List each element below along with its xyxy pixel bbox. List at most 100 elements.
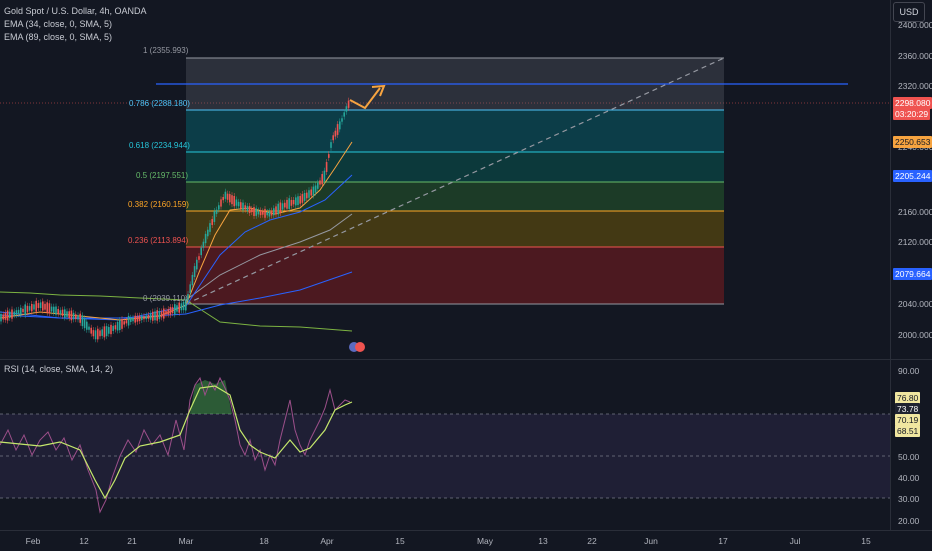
fib-label-0618: 0.618 (2234.944)	[129, 141, 190, 150]
candle-body	[323, 170, 326, 182]
candle-body	[101, 329, 103, 336]
candle-body	[279, 202, 282, 214]
candle-body	[187, 294, 189, 301]
candle-body	[147, 314, 150, 319]
candle-body	[4, 312, 7, 320]
ma-blue-tag: 2079.664	[893, 268, 932, 280]
candle-body	[125, 320, 128, 324]
rsi-tag: 73.78	[895, 403, 921, 415]
candle-body	[224, 191, 227, 199]
candle-body	[275, 206, 277, 215]
candle-body	[215, 209, 218, 214]
fib-zone-0786	[186, 110, 724, 152]
candle-body	[268, 211, 271, 217]
candle-body	[264, 208, 266, 218]
candle-body	[88, 326, 90, 330]
candle-body	[81, 315, 84, 327]
time-axis[interactable]	[0, 530, 932, 551]
candle-body	[59, 310, 62, 314]
candle-body	[94, 330, 97, 340]
candle-body	[97, 328, 99, 340]
time-tick: 15	[395, 536, 405, 546]
last-price-tag: 2298.080	[893, 97, 932, 109]
candle-body	[330, 142, 332, 148]
time-tick: Jul	[789, 536, 801, 546]
pane-divider[interactable]	[0, 359, 932, 360]
fib-label-05: 0.5 (2197.551)	[136, 171, 189, 180]
candle-body	[235, 199, 238, 206]
candle-body	[310, 189, 312, 196]
candle-body	[123, 321, 125, 325]
candle-body	[119, 320, 121, 331]
candle-body	[145, 315, 147, 320]
symbol-legend[interactable]: Gold Spot / U.S. Dollar, 4h, OANDA	[4, 6, 147, 16]
rsi-legend[interactable]: RSI (14, close, SMA, 14, 2)	[4, 364, 114, 374]
candle-body	[112, 325, 114, 331]
candle-body	[92, 330, 95, 337]
price-tick: 2040.000	[898, 299, 932, 309]
candle-body	[343, 112, 345, 117]
currency-button[interactable]: USD	[893, 2, 925, 22]
candle-body	[105, 326, 108, 337]
candle-body	[273, 208, 275, 216]
rsi-line	[0, 376, 351, 514]
time-tick: May	[476, 536, 494, 546]
candle-body	[334, 130, 337, 137]
price-axis[interactable]	[890, 0, 932, 530]
candle-body	[37, 303, 40, 308]
candle-body	[277, 203, 279, 215]
ema-89-legend[interactable]: EMA (89, close, 0, SMA, 5)	[4, 32, 113, 42]
candle-body	[299, 196, 301, 204]
candle-body	[152, 311, 154, 321]
candle-body	[134, 315, 136, 323]
candle-body	[180, 303, 183, 311]
projection-arrow	[349, 87, 381, 110]
candle-body	[176, 305, 178, 312]
rsi-chart[interactable]	[0, 360, 890, 530]
candle-body	[266, 212, 268, 216]
candle-body	[207, 229, 209, 237]
candle-body	[114, 325, 117, 330]
candle-body	[255, 208, 257, 216]
ma-gray	[185, 213, 353, 301]
candle-body	[160, 311, 163, 318]
candle-body	[202, 241, 205, 248]
candle-body	[242, 202, 244, 211]
ema-34-legend[interactable]: EMA (34, close, 0, SMA, 5)	[4, 19, 113, 29]
candle-body	[286, 199, 288, 209]
candle-body	[42, 301, 44, 311]
flag-icon[interactable]	[355, 342, 365, 352]
candle-body	[246, 205, 249, 211]
time-tick: 13	[538, 536, 548, 546]
candle-body	[136, 315, 139, 322]
time-tick: 17	[718, 536, 728, 546]
candle-body	[328, 154, 330, 158]
projection-arrowhead	[371, 84, 386, 97]
candle-body	[218, 205, 220, 210]
candle-body	[233, 196, 235, 207]
time-tick: 22	[587, 536, 597, 546]
time-tick: Mar	[178, 536, 194, 546]
candle-body	[0, 313, 2, 322]
price-tick: 2000.000	[898, 330, 932, 340]
candle-body	[244, 205, 246, 210]
candle-body	[169, 307, 172, 315]
time-tick: 12	[79, 536, 89, 546]
candle-body	[31, 303, 33, 312]
time-tick: 18	[259, 536, 269, 546]
candle-body	[48, 303, 51, 314]
rsi-tick: 50.00	[898, 452, 920, 462]
price-tick: 2160.000	[898, 207, 932, 217]
candle-body	[189, 284, 191, 293]
price-chart[interactable]	[0, 0, 890, 360]
candle-body	[158, 311, 161, 320]
candle-body	[297, 196, 299, 205]
candle-body	[270, 210, 273, 216]
candle-body	[288, 198, 290, 209]
candle-body	[308, 190, 310, 198]
time-tick: Feb	[25, 536, 41, 546]
candle-body	[99, 330, 101, 337]
candle-body	[281, 203, 284, 210]
candle-body	[222, 197, 224, 201]
candle-body	[108, 327, 110, 334]
